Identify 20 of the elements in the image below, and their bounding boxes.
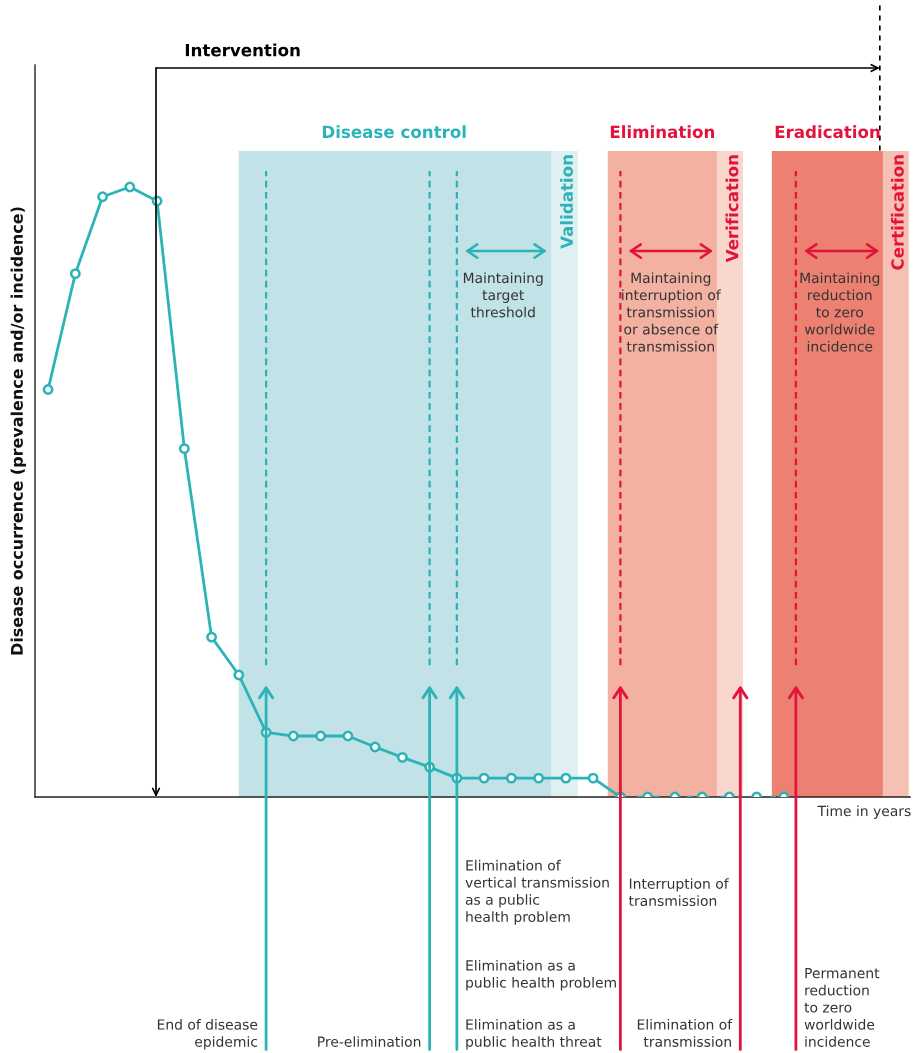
- text: End of disease epidemic: [157, 1018, 258, 1050]
- x-axis-title: Time in years: [817, 805, 911, 819]
- text: Disease control: [322, 125, 466, 139]
- text: Elimination as a public health problem: [466, 959, 616, 991]
- text: Elimination of vertical transmission as a public health problem: [465, 859, 609, 925]
- text: Interruption of transmission: [628, 878, 729, 907]
- annotation: Validation: [560, 155, 573, 249]
- annotation: Verification: [725, 155, 739, 263]
- text: Certification: [890, 155, 904, 270]
- y-axis-title: Disease occurrence (prevalence and/or incidence): [10, 207, 27, 655]
- annotation: Maintaining interruption of transmission or absence of transmission: [622, 272, 721, 352]
- text: Eradication: [775, 125, 880, 139]
- text: Elimination of transmission: [637, 1018, 733, 1047]
- text: Elimination as a public health threat: [466, 1018, 602, 1050]
- text: Elimination: [610, 125, 715, 139]
- text: Intervention: [185, 43, 300, 57]
- annotation: Maintaining target threshold: [463, 272, 543, 318]
- text: Pre-elimination: [318, 1036, 421, 1047]
- text: Permanent reduction to zero worldwide incidence: [804, 968, 880, 1047]
- text: Maintaining reduction to zero worldwide incidence: [800, 272, 880, 352]
